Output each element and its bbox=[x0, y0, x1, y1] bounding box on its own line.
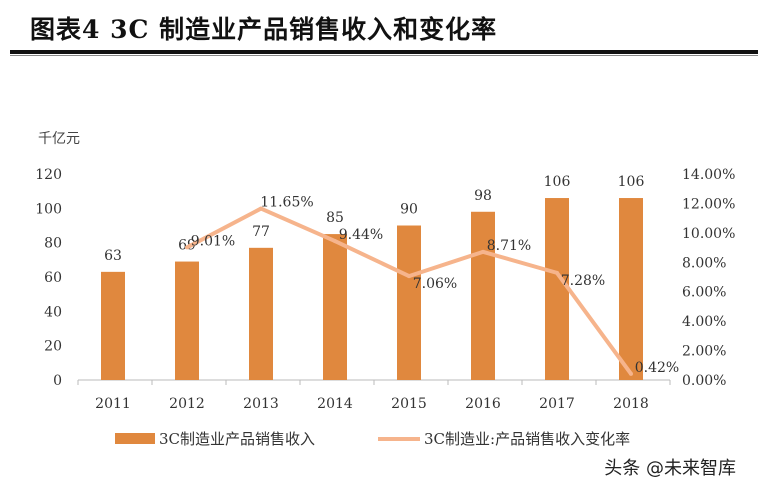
y2-tick-label: 10.00% bbox=[682, 226, 735, 242]
y2-tick-label: 6.00% bbox=[682, 285, 726, 301]
bar-data-label: 98 bbox=[474, 188, 492, 204]
legend-swatch-bar bbox=[115, 433, 155, 444]
x-tick-label: 2017 bbox=[539, 396, 575, 412]
x-tick-label: 2018 bbox=[613, 396, 649, 412]
bar-data-label: 63 bbox=[104, 248, 122, 264]
y-tick-label: 100 bbox=[35, 201, 62, 217]
rate-data-label: 0.42% bbox=[635, 360, 679, 376]
rate-data-label: 9.01% bbox=[191, 233, 235, 249]
rate-data-label: 7.28% bbox=[561, 273, 605, 289]
y-tick-label: 120 bbox=[35, 167, 62, 183]
y-tick-label: 40 bbox=[44, 304, 62, 320]
rate-point-2012 bbox=[185, 245, 189, 250]
rate-point-2013 bbox=[259, 206, 263, 211]
bar-2016 bbox=[471, 211, 495, 380]
bar-2017 bbox=[545, 198, 569, 380]
bar-data-label: 85 bbox=[326, 210, 344, 226]
rate-data-label: 8.71% bbox=[487, 238, 531, 254]
legend-item-bar: 3C制造业产品销售收入 bbox=[115, 428, 315, 449]
y2-tick-label: 8.00% bbox=[682, 255, 726, 271]
legend-swatch-line bbox=[378, 436, 420, 441]
bar-data-label: 77 bbox=[252, 224, 270, 240]
bar-data-label: 106 bbox=[618, 174, 645, 190]
rate-point-2017 bbox=[555, 270, 559, 275]
y-tick-label: 80 bbox=[44, 236, 62, 252]
bar-data-label: 106 bbox=[544, 174, 571, 190]
rate-data-label: 11.65% bbox=[260, 195, 313, 211]
x-tick-label: 2014 bbox=[317, 396, 353, 412]
y-tick-label: 20 bbox=[44, 339, 62, 355]
legend-label-bar: 3C制造业产品销售收入 bbox=[159, 430, 316, 448]
bar-2014 bbox=[323, 234, 347, 380]
x-tick-label: 2011 bbox=[95, 396, 131, 412]
y2-tick-label: 2.00% bbox=[682, 344, 726, 360]
rate-point-2018 bbox=[629, 371, 633, 376]
y-axis-unit: 千亿元 bbox=[38, 131, 80, 147]
bar-data-label: 90 bbox=[400, 202, 418, 218]
y2-tick-label: 14.00% bbox=[682, 167, 735, 183]
y2-tick-label: 12.00% bbox=[682, 196, 735, 212]
rate-data-label: 7.06% bbox=[413, 276, 457, 292]
legend-item-line: 3C制造业:产品销售收入变化率 bbox=[378, 428, 630, 449]
title-rule-thin bbox=[10, 55, 758, 56]
title-rule bbox=[10, 50, 758, 54]
x-tick-label: 2015 bbox=[391, 396, 427, 412]
x-tick-label: 2012 bbox=[169, 396, 205, 412]
bar-2013 bbox=[249, 247, 273, 380]
bar-2018 bbox=[619, 198, 643, 380]
rate-data-label: 9.44% bbox=[339, 227, 383, 243]
bar-2011 bbox=[101, 271, 125, 380]
chart-title: 图表4 3C 制造业产品销售收入和变化率 bbox=[30, 15, 498, 44]
y-tick-label: 0 bbox=[53, 373, 62, 389]
y2-tick-label: 0.00% bbox=[682, 373, 726, 389]
chart: 0 20 40 60 80 100 120 0.00% 2.00% 4.00% 6.00% 8.00%… bbox=[35, 167, 735, 412]
x-tick-label: 2016 bbox=[465, 396, 501, 412]
rate-point-2016 bbox=[481, 249, 485, 254]
bar-2015 bbox=[397, 225, 421, 380]
y2-tick-label: 4.00% bbox=[682, 314, 726, 330]
x-tick-label: 2013 bbox=[243, 396, 279, 412]
legend-label-line: 3C制造业:产品销售收入变化率 bbox=[424, 430, 631, 448]
rate-point-2014 bbox=[333, 239, 337, 244]
y-tick-label: 60 bbox=[44, 270, 62, 286]
bar-2012 bbox=[175, 261, 199, 380]
watermark: 头条 @未来智库 bbox=[604, 458, 736, 479]
rate-point-2015 bbox=[407, 274, 411, 279]
